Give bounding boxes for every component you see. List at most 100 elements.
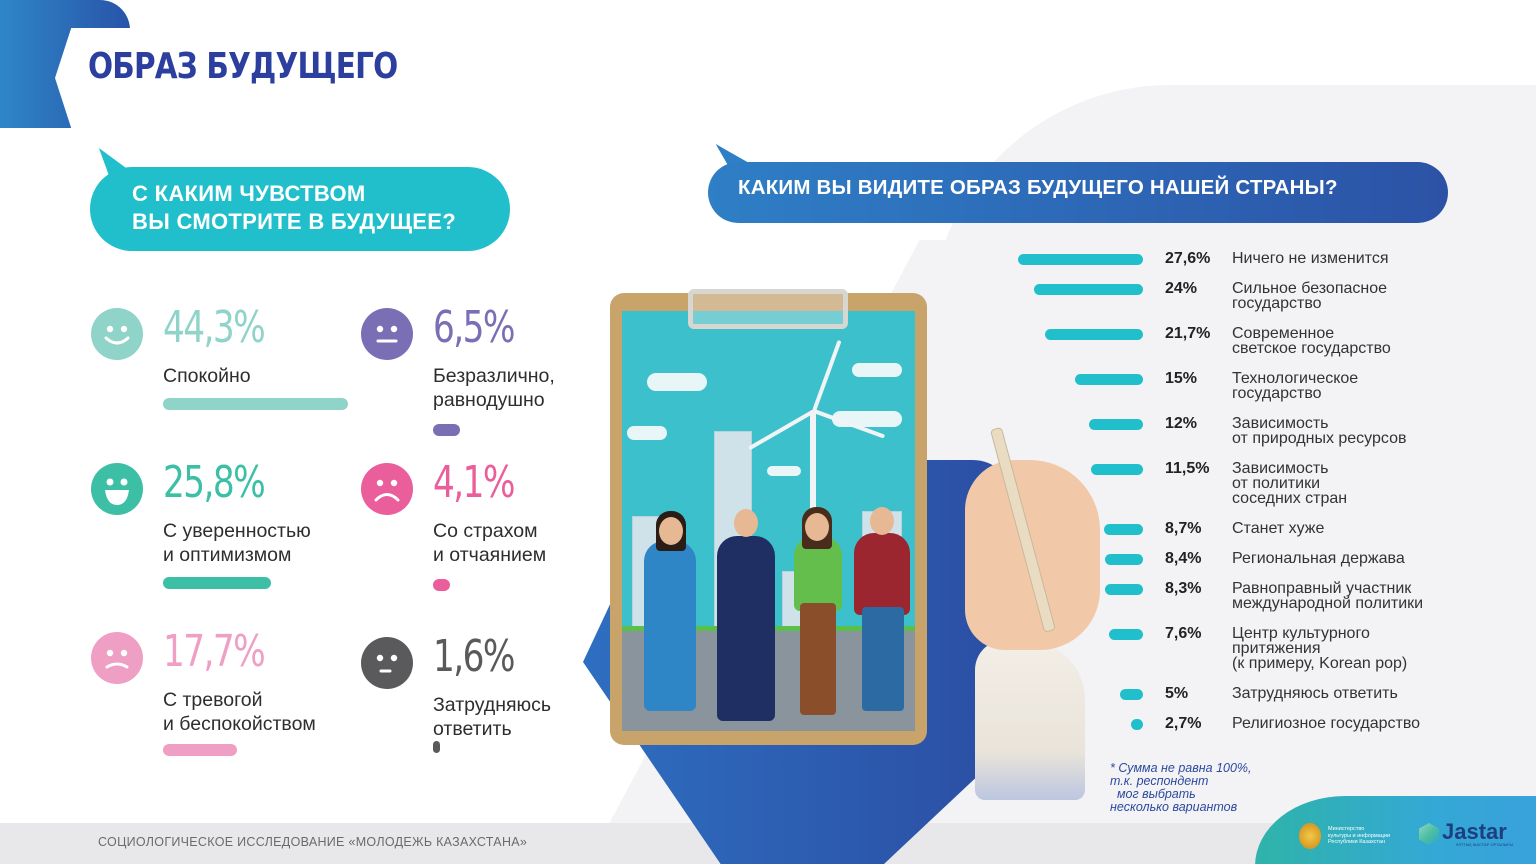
- question-bubble-right: [708, 162, 1448, 223]
- chart-label: Региональная держава: [1232, 550, 1405, 567]
- person-man-red-jacket: [854, 533, 910, 615]
- feeling-label-line: С уверенностью: [163, 520, 311, 542]
- chart-bar: [1120, 689, 1143, 700]
- question-line-1: С КАКИМ ЧУВСТВОМ: [132, 181, 366, 206]
- chart-value: 21,7%: [1165, 325, 1211, 342]
- sweater-sleeve: [975, 640, 1085, 800]
- chart-label: Технологическое государство: [1232, 371, 1358, 402]
- feeling-label: Безразлично, равнодушно: [433, 364, 555, 412]
- feeling-bar: [163, 398, 348, 410]
- city-illustration: [622, 311, 915, 731]
- chart-bar: [1108, 629, 1143, 640]
- jastar-cube-icon: [1419, 823, 1439, 845]
- chart-bar: [1075, 374, 1143, 385]
- footnote: * Сумма не равна 100%, т.к. респондент м…: [1110, 761, 1252, 814]
- chart-bar: [1130, 719, 1143, 730]
- chart-value: 11,5%: [1165, 460, 1210, 477]
- chart-bar: [1018, 254, 1143, 265]
- feeling-bar: [433, 579, 451, 591]
- chart-value: 24%: [1165, 280, 1198, 297]
- feeling-label-line: и беспокойством: [163, 713, 316, 735]
- chart-label: Равноправный участник международной полит…: [1232, 580, 1423, 612]
- feeling-label: Затрудняюсь ответить: [433, 693, 551, 741]
- chart-label-line: Региональная держава: [1232, 550, 1405, 567]
- chart-value: 8,3%: [1165, 580, 1202, 597]
- chart-bar: [1088, 419, 1143, 430]
- chart-bar: [1034, 284, 1143, 295]
- feeling-label-line: и оптимизмом: [163, 544, 292, 566]
- chart-label: Ничего не изменится: [1232, 250, 1389, 267]
- feeling-bar: [433, 424, 461, 436]
- chart-label: Современное светское государство: [1232, 325, 1391, 357]
- chart-label-line: Равноправный участник: [1232, 580, 1412, 597]
- chart-bar: [1103, 524, 1143, 535]
- chart-bar: [1044, 329, 1143, 340]
- feeling-label: С уверенностью и оптимизмом: [163, 519, 311, 567]
- page-title: ОБРАЗ БУДУЩЕГО: [88, 46, 398, 87]
- feeling-label-line: Спокойно: [163, 365, 251, 387]
- feeling-label-line: и отчаянием: [433, 544, 547, 566]
- chart-label-line: Зависимость: [1232, 415, 1329, 432]
- feeling-percentage: 25,8%: [163, 457, 266, 508]
- kazakhstan-emblem-icon: [1299, 823, 1321, 849]
- head: [734, 509, 758, 537]
- cloud-icon: [852, 363, 902, 377]
- feeling-label: Спокойно: [163, 364, 251, 388]
- feeling-percentage: 1,6%: [433, 631, 516, 682]
- chart-label-line: государство: [1232, 295, 1322, 312]
- chart-value: 8,4%: [1165, 550, 1202, 567]
- chart-value: 15%: [1165, 370, 1198, 387]
- chart-bar: [1105, 584, 1143, 595]
- feeling-percentage: 44,3%: [163, 302, 266, 353]
- feeling-label-line: равнодушно: [433, 389, 545, 411]
- clipboard-illustration: [610, 289, 927, 745]
- chart-label-line: от политики: [1232, 475, 1321, 492]
- feeling-label-line: Со страхом: [433, 520, 538, 542]
- footer-caption: СОЦИОЛОГИЧЕСКОЕ ИССЛЕДОВАНИЕ «МОЛОДЕЖЬ К…: [98, 835, 528, 849]
- turbine-blade: [812, 339, 842, 412]
- chart-label: Центр культурного притяжения (к примеру, K…: [1232, 626, 1408, 672]
- chart-value: 7,6%: [1165, 625, 1202, 642]
- brown-trousers: [800, 603, 836, 715]
- question-right-text: КАКИМ ВЫ ВИДИТЕ ОБРАЗ БУДУЩЕГО НАШЕЙ СТР…: [738, 176, 1338, 199]
- unsure-face-icon: [361, 637, 413, 689]
- jastar-subtitle: ҰЛТТЫҚ ЖАСТАР ОРТАЛЫҒЫ: [1456, 842, 1514, 847]
- chart-label-line: Современное: [1232, 325, 1335, 342]
- chart-label-line: соседних стран: [1232, 490, 1348, 507]
- feeling-percentage: 17,7%: [163, 626, 266, 677]
- frown-face-icon: [361, 463, 413, 515]
- feeling-bar: [433, 741, 440, 753]
- chart-label: Зависимость от природных ресурсов: [1232, 415, 1406, 447]
- chart-label: Религиозное государство: [1232, 716, 1420, 732]
- sad-face-icon: [91, 632, 143, 684]
- clipboard-clip: [688, 289, 848, 329]
- feeling-bar: [163, 744, 237, 756]
- chart-value: 8,7%: [1165, 520, 1202, 537]
- ministry-logo-text: Министерство культуры и информации Респу…: [1328, 826, 1391, 845]
- chart-value: 2,7%: [1165, 715, 1202, 732]
- chart-label-line: светское государство: [1232, 340, 1391, 357]
- chart-label-line: Зависимость: [1232, 460, 1329, 477]
- chart-label: Затрудняюсь ответить: [1232, 686, 1398, 702]
- cloud-icon: [647, 373, 707, 391]
- head: [870, 507, 894, 535]
- chart-label-line: государство: [1232, 385, 1322, 402]
- cloud-icon: [767, 466, 801, 476]
- neutral-face-icon: [361, 308, 413, 360]
- feeling-label-line: С тревогой: [163, 689, 263, 711]
- chart-label-line: (к примеру, Korean pop): [1232, 655, 1408, 672]
- feeling-label-line: Безразлично,: [433, 365, 555, 387]
- question-line-2: ВЫ СМОТРИТЕ В БУДУЩЕЕ?: [132, 209, 456, 234]
- chart-label-line: Станет хуже: [1232, 520, 1325, 537]
- chart-label: Сильное безопасное государство: [1232, 281, 1387, 312]
- turbine-blade: [748, 409, 815, 451]
- feeling-label-line: Затрудняюсь: [433, 694, 552, 716]
- head: [659, 517, 683, 545]
- chart-value: 27,6%: [1165, 250, 1211, 267]
- chart-label-line: Ничего не изменится: [1232, 250, 1389, 267]
- jastar-logo: Jastar: [1442, 819, 1507, 844]
- cloud-icon: [627, 426, 667, 440]
- question-left-text: С КАКИМ ЧУВСТВОМ ВЫ СМОТРИТЕ В БУДУЩЕЕ?: [132, 180, 456, 236]
- feeling-percentage: 4,1%: [433, 457, 516, 508]
- grin-face-icon: [91, 463, 143, 515]
